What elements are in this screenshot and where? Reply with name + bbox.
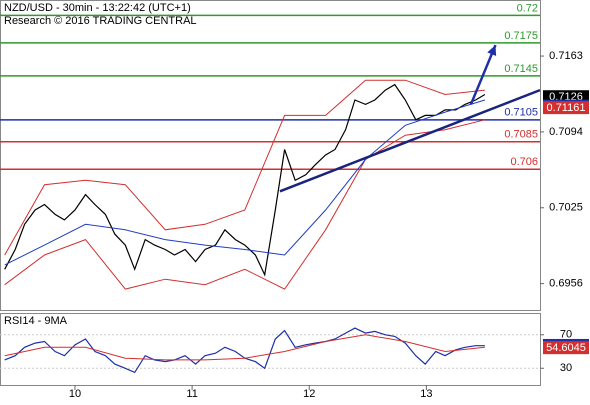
y-tick-label: 70: [560, 329, 572, 341]
price-panel: [0, 0, 541, 311]
series-line: [4, 99, 486, 266]
price-tag: [543, 341, 589, 355]
y-tick-label: 0.7094: [549, 126, 583, 138]
series-line: [4, 79, 485, 256]
series-line: [4, 119, 486, 290]
level-label: 0.72: [517, 2, 538, 14]
x-tick-label: 12: [303, 388, 315, 400]
x-tick-label: 10: [69, 388, 81, 400]
price-tag-label: 54.6045: [546, 342, 586, 354]
level-label: 0.7085: [504, 129, 538, 141]
y-tick-label: 0.7025: [549, 202, 583, 214]
chart-title: NZD/USD - 30min - 13:22:42 (UTC+1): [4, 2, 191, 14]
arrow-head: [487, 45, 497, 57]
price-tag: [543, 101, 589, 115]
level-label: 0.7145: [504, 63, 538, 75]
arrow: [469, 44, 497, 105]
level-label: 0.7105: [504, 107, 538, 119]
y-tick-label: 30: [560, 362, 572, 374]
chart-subtitle: Research © 2016 TRADING CENTRAL: [4, 15, 197, 27]
series-line: [4, 83, 486, 277]
x-tick-label: 11: [186, 388, 197, 400]
y-tick-label: 0.7163: [549, 50, 583, 62]
price-tag-label: 0.71161: [547, 102, 586, 114]
level-label: 0.706: [510, 156, 538, 168]
level-label: 0.7175: [504, 30, 538, 42]
x-tick-label: 13: [420, 388, 432, 400]
rsi-title: RSI14 - 9MA: [4, 315, 68, 327]
trendline: [279, 88, 541, 193]
rsi-panel: [0, 313, 541, 386]
y-tick-label: 0.6956: [549, 278, 583, 290]
series-line: [4, 334, 485, 361]
